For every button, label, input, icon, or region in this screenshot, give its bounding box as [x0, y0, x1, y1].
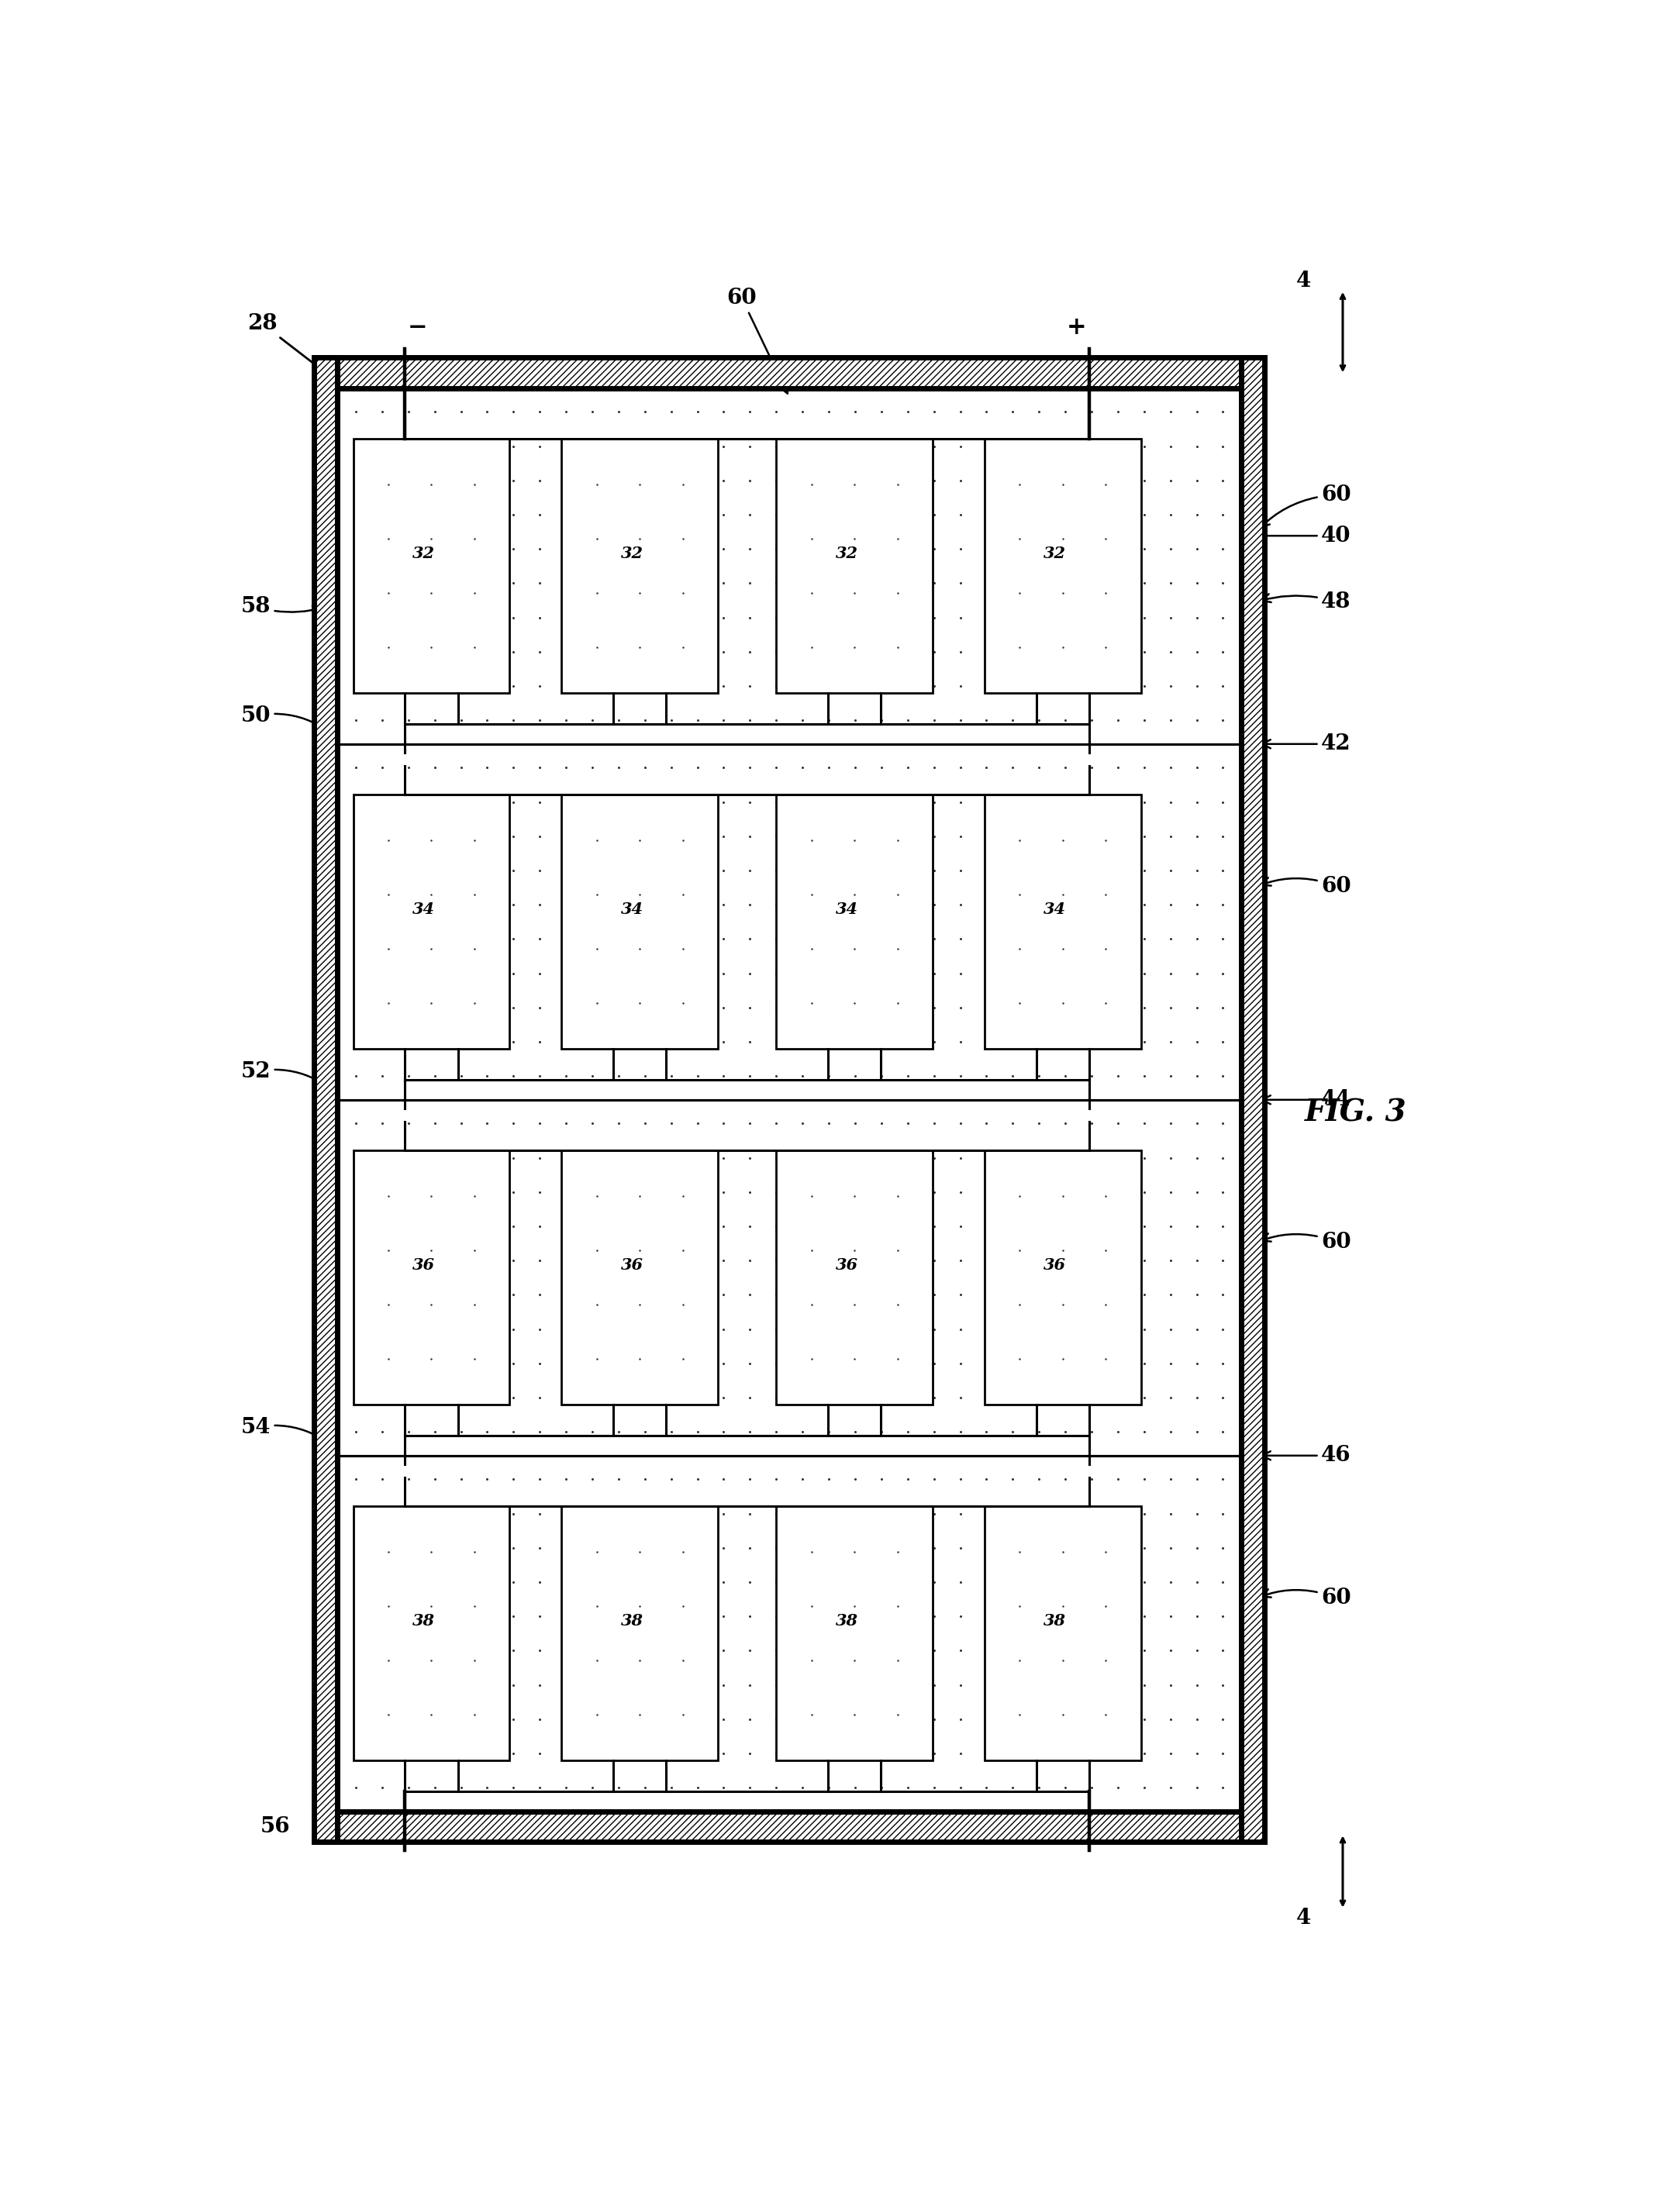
Text: 60: 60 [1262, 877, 1351, 897]
Bar [776, 438, 932, 694]
Bar [338, 388, 1242, 745]
Text: 32: 32 [412, 546, 435, 562]
Text: 4: 4 [1297, 1908, 1310, 1930]
Text: 60: 60 [1262, 1588, 1351, 1608]
Text: 44: 44 [1262, 1088, 1351, 1110]
Text: 38: 38 [412, 1613, 435, 1628]
Bar [353, 1150, 509, 1406]
Bar [776, 1150, 932, 1406]
Text: −: − [408, 315, 428, 339]
Text: +: + [1067, 315, 1087, 339]
Bar [338, 1099, 1242, 1456]
Text: 54: 54 [240, 1417, 323, 1439]
Text: 4: 4 [1297, 271, 1310, 291]
Bar [561, 1507, 717, 1760]
Text: FIG. 3: FIG. 3 [1305, 1097, 1406, 1128]
Text: 52: 52 [240, 1062, 323, 1084]
Bar [314, 357, 338, 1842]
Bar [776, 795, 932, 1049]
Bar [984, 438, 1141, 694]
Bar [1242, 357, 1265, 1842]
Bar [353, 795, 509, 1049]
Text: 48: 48 [1262, 590, 1351, 612]
Text: 34: 34 [835, 901, 858, 916]
Text: 32: 32 [835, 546, 858, 562]
Text: 60: 60 [1262, 1231, 1351, 1254]
Bar [338, 1456, 1242, 1811]
Text: 60: 60 [727, 289, 788, 394]
Bar [314, 1811, 1265, 1842]
Text: 36: 36 [412, 1258, 435, 1273]
Text: 36: 36 [835, 1258, 858, 1273]
Bar [561, 438, 717, 694]
Bar [353, 438, 509, 694]
Text: 38: 38 [1043, 1613, 1067, 1628]
Bar [561, 1150, 717, 1406]
Text: 36: 36 [1043, 1258, 1067, 1273]
Text: 58: 58 [240, 597, 323, 617]
Text: 42: 42 [1262, 734, 1351, 753]
Text: 34: 34 [412, 901, 435, 916]
Bar [984, 1150, 1141, 1406]
Text: 34: 34 [620, 901, 643, 916]
Text: 50: 50 [240, 705, 323, 727]
Text: 38: 38 [620, 1613, 643, 1628]
Text: 60: 60 [1260, 485, 1351, 527]
Text: 56: 56 [260, 1815, 291, 1837]
Text: 32: 32 [1043, 546, 1067, 562]
Text: 36: 36 [620, 1258, 643, 1273]
Text: 46: 46 [1262, 1445, 1351, 1465]
Text: 38: 38 [835, 1613, 858, 1628]
Text: 32: 32 [620, 546, 643, 562]
Bar [984, 1507, 1141, 1760]
Bar [353, 1507, 509, 1760]
Bar [776, 1507, 932, 1760]
Bar [314, 357, 1265, 388]
Text: 40: 40 [1257, 524, 1351, 546]
Bar [338, 745, 1242, 1099]
Bar [561, 795, 717, 1049]
Bar [984, 795, 1141, 1049]
Text: 28: 28 [247, 313, 323, 370]
Text: 34: 34 [1043, 901, 1067, 916]
